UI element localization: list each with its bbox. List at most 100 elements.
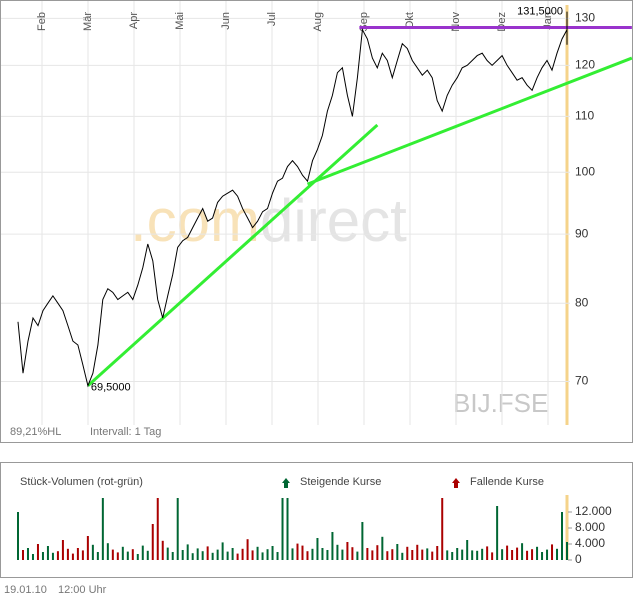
y-tick-label: 100 (575, 164, 595, 178)
volume-bar (526, 550, 529, 560)
volume-bar (391, 549, 394, 560)
volume-bar (566, 542, 568, 560)
volume-bar (86, 536, 89, 560)
volume-bar (71, 553, 74, 560)
volume-bar (141, 545, 144, 560)
legend-marker (284, 482, 288, 488)
legend-label: Fallende Kurse (470, 476, 544, 488)
y-tick-label: 120 (575, 58, 595, 72)
volume-bar (486, 546, 489, 560)
volume-bar (201, 551, 204, 560)
volume-bar (341, 549, 344, 560)
volume-bar (246, 539, 249, 560)
volume-bar (186, 544, 189, 560)
volume-bar (31, 554, 34, 560)
volume-bar (276, 552, 279, 560)
volume-bar (546, 549, 549, 560)
volume-bar (461, 549, 464, 560)
volume-bar (471, 550, 474, 560)
volume-bar (56, 551, 59, 560)
volume-bar (196, 548, 199, 560)
volume-bar (496, 506, 499, 560)
volume-bar (236, 553, 239, 560)
volume-bar (176, 498, 179, 560)
volume-bar (131, 549, 134, 560)
volume-bar (446, 550, 449, 560)
high-label: 131,5000 (517, 6, 563, 18)
volume-bar (441, 498, 444, 560)
month-label: Mai (174, 12, 186, 30)
volume-bar (221, 542, 224, 560)
volume-bar (301, 545, 304, 560)
symbol: BIJ.FSE (453, 388, 548, 418)
volume-bar (66, 548, 69, 560)
volume-bar (136, 554, 139, 560)
volume-bar (456, 548, 459, 560)
volume-title: Stück-Volumen (rot-grün) (20, 476, 143, 488)
watermark-a: .com (130, 187, 260, 254)
volume-bar (61, 540, 64, 560)
footer-time: 12:00 Uhr (58, 584, 107, 596)
volume-bar (111, 549, 114, 560)
volume-bar (336, 544, 339, 560)
volume-bar (206, 546, 209, 560)
low-label: 69,5000 (91, 382, 131, 394)
volume-bar (21, 550, 24, 560)
volume-bar (281, 498, 284, 560)
legend-arrow (452, 478, 460, 483)
volume-bar (151, 524, 154, 560)
volume-bar (231, 548, 234, 560)
volume-bar (146, 550, 149, 560)
volume-bar (96, 552, 99, 560)
legend-arrow (282, 478, 290, 483)
price-line (17, 28, 568, 388)
volume-bar (376, 545, 379, 560)
y-tick-label: 0 (575, 552, 582, 566)
volume-bar (296, 543, 299, 560)
volume-bar (251, 550, 254, 560)
volume-bar (551, 544, 554, 560)
volume-bar (156, 498, 159, 560)
interval-label: Intervall: 1 Tag (90, 426, 161, 438)
volume-bar (561, 512, 564, 560)
volume-bar (451, 552, 454, 560)
volume-bar (126, 551, 129, 560)
range-label: 89,21%HL (10, 426, 61, 438)
volume-bar (191, 553, 194, 560)
y-tick-label: 80 (575, 295, 589, 309)
volume-bar (371, 550, 374, 560)
volume-bar (331, 532, 334, 560)
volume-bar (166, 547, 169, 560)
volume-bar (466, 540, 469, 560)
y-tick-label: 12.000 (575, 504, 612, 518)
month-label: Apr (128, 12, 140, 29)
volume-bar (226, 551, 229, 560)
volume-bar (91, 544, 94, 560)
volume-bar (501, 549, 504, 560)
volume-bar (381, 536, 384, 560)
volume-bar (316, 538, 319, 560)
volume-bar (161, 540, 164, 560)
volume-bar (536, 546, 539, 560)
legend-marker (454, 482, 458, 488)
volume-bar (106, 543, 109, 560)
volume-bar (76, 548, 79, 560)
volume-bar (346, 542, 349, 560)
volume-bar (506, 545, 509, 560)
volume-bar (17, 512, 19, 560)
volume-bar (116, 552, 119, 560)
y-tick-label: 70 (575, 374, 589, 388)
y-tick-label: 130 (575, 11, 595, 25)
volume-bar (271, 546, 274, 560)
volume-bar (476, 550, 479, 560)
volume-bar (401, 552, 404, 560)
volume-bar (396, 544, 399, 560)
month-label: Jul (266, 12, 278, 26)
volume-bar (181, 550, 184, 560)
volume-bar (286, 498, 289, 560)
volume-bar (306, 551, 309, 560)
volume-bar (481, 548, 484, 560)
month-label: Jun (220, 12, 232, 30)
volume-bar (421, 549, 424, 560)
